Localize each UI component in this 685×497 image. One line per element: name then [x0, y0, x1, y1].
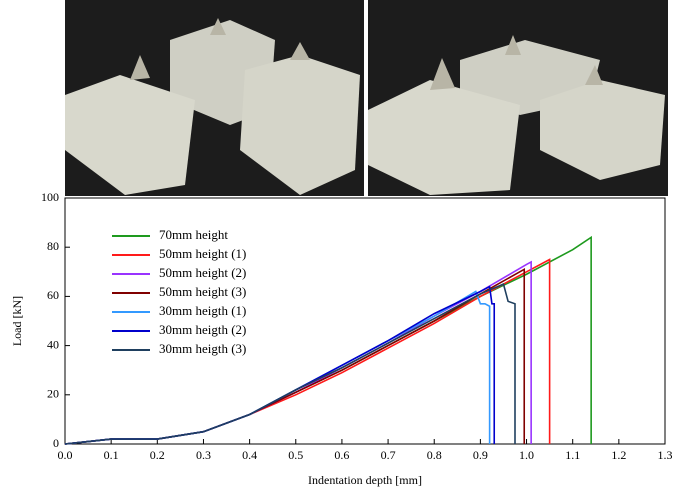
x-tick-label: 0.7 [381, 448, 396, 462]
x-tick-label: 1.1 [565, 448, 580, 462]
x-tick-label: 0.1 [104, 448, 119, 462]
y-tick-label: 60 [47, 288, 59, 302]
series-line [65, 269, 524, 444]
x-tick-label: 0.5 [288, 448, 303, 462]
x-tick-label: 1.3 [658, 448, 673, 462]
legend-label: 30mm heigth (2) [159, 322, 246, 337]
x-tick-label: 0.4 [242, 448, 257, 462]
x-tick-label: 0.6 [334, 448, 349, 462]
x-tick-label: 0.2 [150, 448, 165, 462]
legend-label: 50mm height (1) [159, 246, 246, 261]
x-tick-label: 1.2 [611, 448, 626, 462]
series-line [65, 287, 494, 444]
y-tick-label: 100 [41, 190, 59, 204]
legend-label: 30mm heigth (1) [159, 303, 246, 318]
legend-label: 50mm height (2) [159, 265, 246, 280]
series-line [65, 262, 531, 444]
legend-label: 50mm height (3) [159, 284, 246, 299]
legend-label: 70mm height [159, 227, 228, 242]
y-tick-label: 0 [53, 436, 59, 450]
x-tick-label: 0.9 [473, 448, 488, 462]
photo-right [368, 0, 668, 196]
y-tick-label: 80 [47, 239, 59, 253]
photo-left [65, 0, 364, 196]
x-tick-label: 1.0 [519, 448, 534, 462]
plot-frame [65, 198, 665, 444]
series-line [65, 237, 591, 444]
y-tick-label: 20 [47, 387, 59, 401]
series-line [65, 260, 550, 445]
x-tick-label: 0.8 [427, 448, 442, 462]
x-tick-label: 0.3 [196, 448, 211, 462]
y-tick-label: 40 [47, 337, 59, 351]
x-axis-label: Indentation depth [mm] [308, 473, 422, 487]
y-axis-label: Load [kN] [10, 296, 24, 346]
x-tick-label: 0.0 [58, 448, 73, 462]
figure: Load [kN] Indentation depth [mm] 0.0 0.1 0… [0, 0, 685, 492]
series-line [65, 291, 490, 444]
legend-label: 30mm heigth (3) [159, 341, 246, 356]
